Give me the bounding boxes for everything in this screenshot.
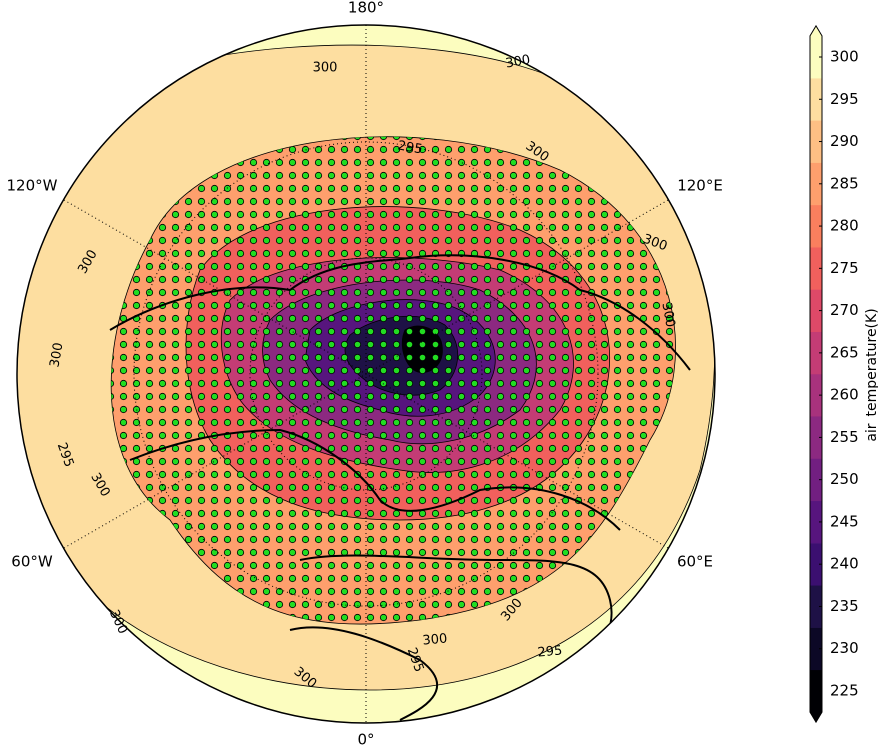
colorbar-tick-label: 250 [830,470,859,488]
graticule [63,25,669,723]
stippling [111,136,676,625]
colorbar-tick-label: 265 [830,343,859,361]
colorbar-tick-label: 290 [830,132,859,150]
longitude-label: 120°E [677,177,723,195]
contour-label: 295 [396,138,423,157]
colorbar-tick-label: 235 [830,597,859,615]
colorbar-label: air_temperature(K) [864,308,878,441]
longitude-label: 180° [348,0,384,17]
colorbar-tick-label: 255 [830,428,859,446]
colorbar: 225 230 235 240 245 250 255 260 265 270 275 280 285 2… [809,24,859,724]
contour-label: 300 [658,301,677,328]
colorbar-tick-label: 280 [830,217,859,235]
longitude-label: 120°W [7,177,58,195]
colorbar-tick-label: 300 [830,48,859,66]
colorbar-tick-label: 270 [830,301,859,319]
longitude-label: 0° [357,731,374,747]
colorbar-tick-label: 240 [830,555,859,573]
colorbar-tick-label: 260 [830,386,859,404]
colorbar-outline [809,24,823,724]
contour-label: 300 [47,341,66,368]
contour-label: 300 [504,52,531,71]
colorbar-tick-label: 245 [830,512,859,530]
contour-label: 295 [537,643,563,660]
map-boundary [16,24,716,724]
longitude-label: 60°W [11,553,53,571]
colorbar-tick-label: 275 [830,259,859,277]
colorbar-tick-label: 295 [830,90,859,108]
longitude-label: 60°E [677,553,713,571]
colorbar-tick-label: 230 [830,639,859,657]
colorbar-tick-label: 225 [830,682,859,700]
contour-label: 300 [422,631,448,648]
colorbar-tick-label: 285 [830,174,859,192]
contour-label: 300 [313,61,338,76]
